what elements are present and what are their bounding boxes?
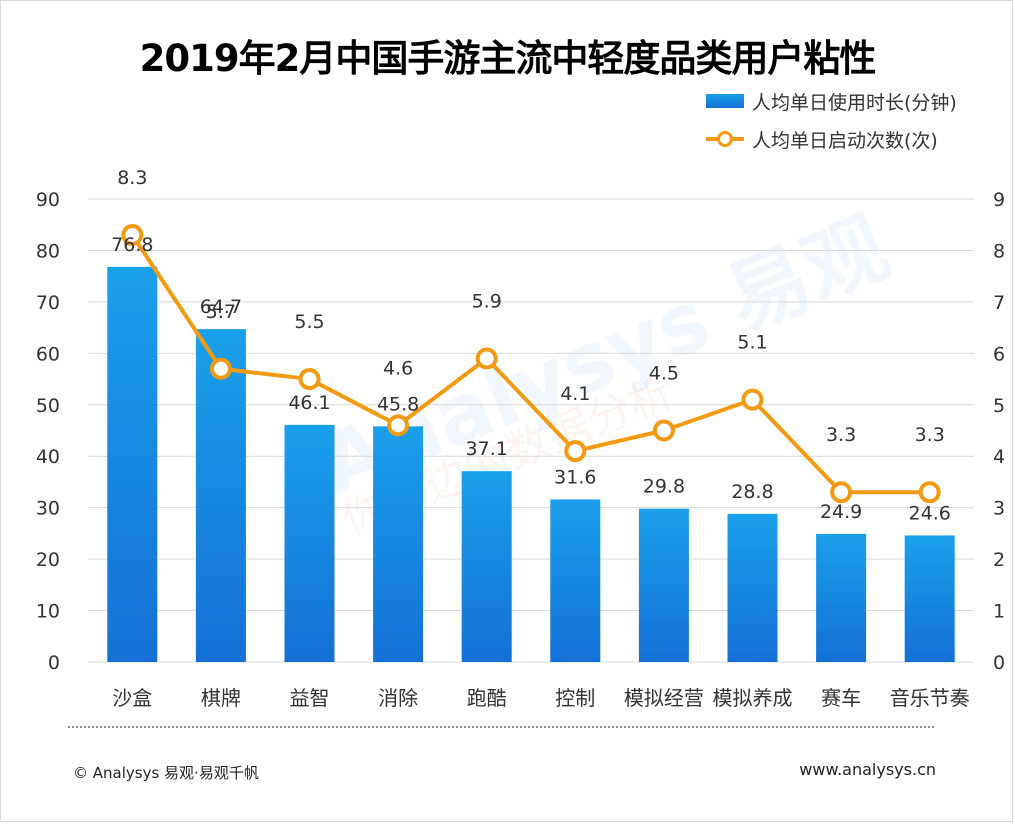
x-tick-label: 控制 xyxy=(555,686,595,710)
y-left-tick-label: 40 xyxy=(36,446,60,468)
y-left-tick-label: 30 xyxy=(36,498,60,520)
legend-bar-swatch xyxy=(706,94,744,108)
x-tick-label: 赛车 xyxy=(821,686,861,710)
line-value-label: 4.1 xyxy=(560,383,590,405)
y-right-tick-label: 5 xyxy=(993,395,1005,417)
legend-item-bar: 人均单日使用时长(分钟) xyxy=(706,86,957,116)
line-value-label: 5.5 xyxy=(294,311,324,333)
y-left-tick-label: 0 xyxy=(48,652,60,674)
bar-value-label: 24.9 xyxy=(820,501,862,523)
line-value-label: 8.3 xyxy=(117,167,147,189)
legend-line-swatch xyxy=(706,129,744,149)
bar xyxy=(373,426,424,662)
bar-value-label: 24.6 xyxy=(909,502,951,524)
line-point xyxy=(298,368,321,391)
y-left-tick-label: 10 xyxy=(36,601,60,623)
y-left-tick-label: 50 xyxy=(36,395,60,417)
line-value-label: 4.6 xyxy=(383,357,413,379)
legend-item-line: 人均单日启动次数(次) xyxy=(706,124,938,154)
x-tick-label: 益智 xyxy=(290,686,330,710)
line-point xyxy=(475,347,498,370)
bar-value-label: 64.7 xyxy=(200,296,242,318)
y-right-tick-label: 4 xyxy=(993,446,1005,468)
bar xyxy=(638,508,689,662)
chart-title: 2019年2月中国手游主流中轻度品类用户粘性 xyxy=(139,37,877,80)
line-value-label: 4.5 xyxy=(649,363,679,385)
line-point xyxy=(918,481,941,504)
line-value-label: 5.1 xyxy=(737,332,767,354)
line-value-label: 3.3 xyxy=(915,424,945,446)
y-right-tick-label: 2 xyxy=(993,549,1005,571)
line-point xyxy=(387,414,410,437)
bar-value-label: 29.8 xyxy=(643,476,685,498)
bar-value-label: 37.1 xyxy=(466,438,508,460)
x-tick-label: 模拟养成 xyxy=(713,686,793,710)
bar-value-label: 45.8 xyxy=(377,393,419,415)
line-point xyxy=(652,419,675,442)
y-right-tick-label: 6 xyxy=(993,343,1005,365)
line-point xyxy=(209,357,232,380)
x-tick-label: 沙盒 xyxy=(112,686,152,710)
y-left-tick-label: 20 xyxy=(36,549,60,571)
y-left-tick-label: 60 xyxy=(36,343,60,365)
x-tick-label: 音乐节奏 xyxy=(890,686,970,710)
y-right-tick-label: 9 xyxy=(993,189,1005,211)
y-right-tick-label: 1 xyxy=(993,601,1005,623)
footer-copyright: © Analysys 易观·易观千帆 xyxy=(73,764,259,782)
bar xyxy=(816,533,867,662)
bar xyxy=(727,513,778,662)
bar-value-label: 46.1 xyxy=(288,392,330,414)
footer-website: www.analysys.cn xyxy=(799,760,936,779)
y-left-tick-label: 70 xyxy=(36,292,60,314)
bar-value-label: 76.8 xyxy=(111,234,153,256)
footer-divider xyxy=(68,726,934,728)
x-tick-label: 跑酷 xyxy=(467,686,507,710)
y-left-tick-label: 80 xyxy=(36,240,60,262)
line-series xyxy=(130,233,930,495)
legend-line-label: 人均单日启动次数(次) xyxy=(752,129,938,152)
bar-value-label: 31.6 xyxy=(554,466,596,488)
bar xyxy=(904,535,955,662)
bar xyxy=(461,471,512,662)
bar xyxy=(107,266,158,662)
y-right-tick-label: 0 xyxy=(993,652,1005,674)
line-point xyxy=(121,224,144,247)
bar xyxy=(550,499,601,662)
bar-value-label: 28.8 xyxy=(731,481,773,503)
x-tick-label: 棋牌 xyxy=(201,686,241,710)
bar xyxy=(284,424,335,662)
y-left-tick-label: 90 xyxy=(36,189,60,211)
bar xyxy=(195,329,246,662)
legend-bar-label: 人均单日使用时长(分钟) xyxy=(752,91,957,114)
line-value-label: 3.3 xyxy=(826,424,856,446)
line-point xyxy=(741,388,764,411)
x-tick-label: 模拟经营 xyxy=(624,686,704,710)
line-value-label: 5.9 xyxy=(472,290,502,312)
y-right-tick-label: 7 xyxy=(993,292,1005,314)
line-point xyxy=(830,481,853,504)
x-tick-label: 消除 xyxy=(378,686,418,710)
line-value-label: 5.7 xyxy=(206,301,236,323)
y-right-tick-label: 3 xyxy=(993,498,1005,520)
line-point xyxy=(564,440,587,463)
y-right-tick-label: 8 xyxy=(993,240,1005,262)
